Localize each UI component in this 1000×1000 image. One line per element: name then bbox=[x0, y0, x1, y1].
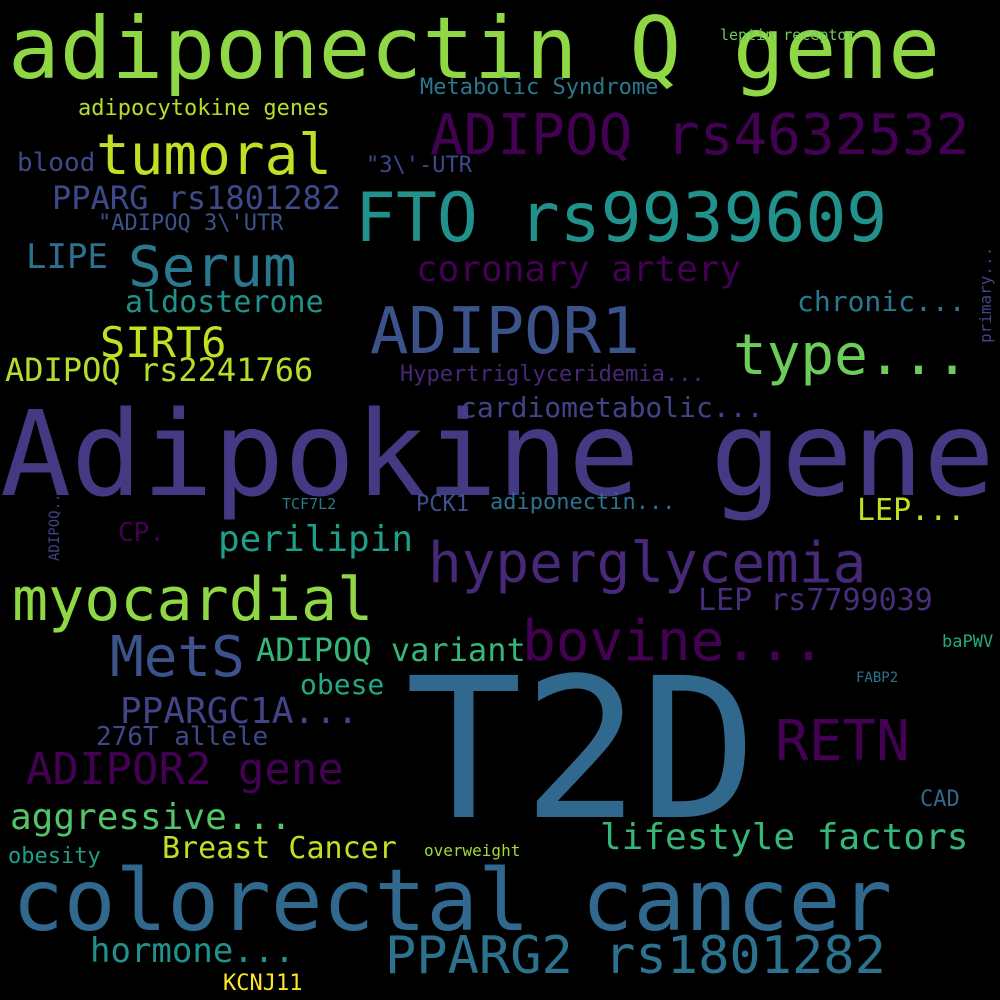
word-3-utr: "3\'-UTR bbox=[366, 153, 472, 178]
word-adipoq-rs2241766: ADIPOQ rs2241766 bbox=[5, 351, 314, 389]
word-obese: obese bbox=[300, 668, 385, 701]
word-hypertriglyceridemia: Hypertriglyceridemia... bbox=[400, 362, 705, 387]
word-cp: CP. bbox=[118, 518, 165, 548]
word-adiponectin-trunc: adiponectin... bbox=[490, 490, 676, 515]
word-adiponectin-q-gene: adiponectin Q gene bbox=[8, 0, 940, 99]
word-aggressive: aggressive... bbox=[10, 797, 292, 838]
word-blood: blood bbox=[17, 148, 96, 178]
word-adipoq-variant: ADIPOQ variant bbox=[256, 631, 526, 669]
word-pparg-rs1801282: PPARG rs1801282 bbox=[52, 179, 341, 217]
word-bapwv: baPWV bbox=[942, 632, 994, 652]
word-lep: LEP... bbox=[857, 493, 966, 528]
word-myocardial: myocardial bbox=[12, 565, 374, 635]
word-overweight: overweight bbox=[424, 841, 521, 860]
word-adipocytokine-genes: adipocytokine genes bbox=[78, 96, 330, 121]
word-adipokine-gene: Adipokine gene bbox=[0, 385, 995, 523]
word-perilipin: perilipin bbox=[218, 519, 414, 560]
word-colorectal-cancer: colorectal cancer bbox=[12, 851, 893, 951]
word-adipoq-rs4632532: ADIPOQ rs4632532 bbox=[430, 103, 970, 168]
word-pck1: PCK1 bbox=[416, 492, 469, 517]
word-ppargc1a: PPARGC1A... bbox=[120, 691, 359, 732]
word-type: type... bbox=[733, 323, 970, 388]
word-hyperglycemia: hyperglycemia bbox=[428, 531, 867, 596]
word-adipor2-gene: ADIPOR2 gene bbox=[26, 744, 344, 795]
word-primary: TCF7L2 bbox=[282, 495, 337, 513]
word-metabolic-syndrome: Metabolic Syndrome bbox=[420, 75, 659, 100]
word-adipor1: ADIPOR1 bbox=[370, 295, 640, 369]
word-lipe: LIPE bbox=[26, 237, 108, 277]
word-lep-rs7799039: LEP rs7799039 bbox=[698, 583, 933, 618]
word-sirt6: SIRT6 bbox=[100, 318, 227, 367]
word-breast-cancer: Breast Cancer bbox=[162, 831, 397, 866]
word-bovine: bovine... bbox=[522, 609, 826, 674]
word-tumoral: tumoral bbox=[96, 123, 333, 188]
word-cad: CAD bbox=[920, 787, 960, 812]
word-tcf7l2: ADIPOQ... bbox=[47, 485, 63, 561]
word-adipoq-trunc: FABP2 bbox=[856, 670, 899, 686]
word-t2d: T2D bbox=[405, 636, 758, 863]
word-obesity: obesity bbox=[8, 844, 101, 869]
word-adipoq-3-utr: "ADIPOQ 3\'UTR bbox=[98, 211, 284, 236]
word-coronary-artery: coronary artery bbox=[416, 249, 742, 290]
word-hormone: hormone... bbox=[90, 931, 295, 971]
word-retn: RETN bbox=[775, 709, 910, 774]
word-fto-rs9939609: FTO rs9939609 bbox=[355, 179, 888, 258]
word-leptin-receptor: primary... bbox=[976, 246, 995, 343]
word-fabp2: leptin receptor bbox=[720, 26, 856, 44]
word-276t-allele: 276T allele bbox=[96, 722, 269, 752]
word-serum: Serum bbox=[128, 235, 297, 300]
word-kcnj11: KCNJ11 bbox=[223, 971, 303, 996]
word-pparg2-rs1801282: PPARG2 rs1801282 bbox=[385, 926, 886, 986]
word-lifestyle-factors: lifestyle factors bbox=[600, 817, 969, 858]
word-chronic: chronic... bbox=[797, 285, 966, 318]
word-cardiometabolic: cardiometabolic... bbox=[460, 391, 764, 424]
word-aldosterone: aldosterone bbox=[125, 285, 324, 320]
word-mets: MetS bbox=[110, 625, 245, 690]
